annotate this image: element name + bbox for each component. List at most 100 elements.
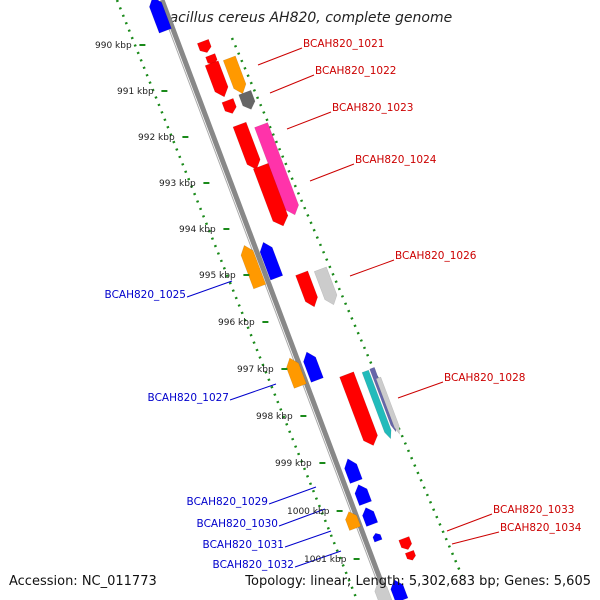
gene-label-BCAH820_1027[interactable]: BCAH820_1027: [148, 392, 229, 404]
gene-1027b[interactable]: [301, 350, 324, 383]
ruler-label-2: 991 kbp: [117, 87, 154, 97]
leader-BCAH820_1031: [284, 530, 332, 548]
gene-labels: BCAH820_1021 BCAH820_1022 BCAH820_1023 BCAH…: [105, 38, 582, 571]
gene-1026a-shape: [295, 270, 318, 308]
ruler-label-1: 990 kbp: [95, 41, 132, 51]
ruler-label-11: 1000 kbp: [287, 507, 330, 517]
leader-BCAH820_1029: [268, 486, 317, 505]
gene-1033-shape: [398, 536, 413, 550]
gene-1032[interactable]: [372, 532, 383, 543]
leader-BCAH820_1033: [446, 513, 493, 532]
gene-1028d-shape: [375, 376, 400, 435]
gene-1026b-shape: [313, 266, 338, 306]
gene-1024b-shape: [252, 162, 289, 227]
gene-1023b-shape: [232, 121, 261, 170]
gene-1034[interactable]: [404, 549, 417, 562]
gene-1023a-shape: [221, 98, 237, 114]
gene-1033[interactable]: [398, 536, 414, 551]
gene-1024a[interactable]: [254, 122, 302, 218]
gene-1023a[interactable]: [221, 98, 238, 115]
gene-1034-shape: [404, 549, 416, 561]
gene-1027a[interactable]: [284, 356, 307, 389]
gene-bottom-grey-shape: [374, 581, 393, 600]
leader-BCAH820_1026: [349, 259, 395, 277]
gene-1025b-shape: [259, 241, 284, 281]
ruler-line-outer-right: [230, 37, 464, 577]
gene-label-BCAH820_1025[interactable]: BCAH820_1025: [105, 289, 186, 301]
gene-label-BCAH820_1031[interactable]: BCAH820_1031: [203, 539, 284, 551]
ruler-label-7: 996 kbp: [218, 318, 255, 328]
gene-1026a[interactable]: [295, 270, 321, 309]
gene-1028d[interactable]: [375, 376, 402, 435]
gene-1022-shape: [222, 55, 247, 95]
leader-BCAH820_1028: [397, 381, 444, 399]
gene-label-BCAH820_1021[interactable]: BCAH820_1021: [303, 38, 384, 50]
gene-1029-shape: [344, 458, 363, 484]
gene-1025a-shape: [240, 245, 267, 290]
leader-BCAH820_1032: [294, 550, 342, 568]
ruler-label-10: 999 kbp: [275, 459, 312, 469]
genome-axis: [157, 0, 391, 600]
gene-1031a[interactable]: [343, 509, 362, 531]
gene-1024b[interactable]: [252, 162, 291, 229]
gene-1028b[interactable]: [361, 369, 394, 440]
gene-1030[interactable]: [352, 482, 372, 506]
ruler-label-8: 997 kbp: [237, 365, 274, 375]
gene-label-BCAH820_1026[interactable]: BCAH820_1026: [395, 250, 477, 262]
gene-bottom-grey[interactable]: [372, 579, 393, 600]
ruler-label-9: 998 kbp: [256, 412, 293, 422]
gene-1028a-shape: [339, 371, 378, 446]
gene-1031b-shape: [362, 507, 379, 527]
gene-1021a-shape: [196, 38, 212, 53]
gene-1021c[interactable]: [204, 60, 231, 100]
gene-1027b-shape: [303, 351, 324, 383]
leader-BCAH820_1034: [451, 531, 500, 545]
gene-label-BCAH820_1029[interactable]: BCAH820_1029: [187, 496, 268, 508]
gene-label-BCAH820_1033[interactable]: BCAH820_1033: [493, 504, 574, 516]
gene-1022[interactable]: [222, 55, 249, 96]
gene-1024a-shape: [254, 122, 299, 216]
gene-features: [147, 0, 417, 600]
gene-label-BCAH820_1023[interactable]: BCAH820_1023: [332, 102, 413, 114]
gene-top-blue[interactable]: [147, 0, 172, 34]
gene-1021a[interactable]: [196, 38, 212, 54]
gene-1023b[interactable]: [232, 121, 263, 172]
gene-bottom-blue[interactable]: [388, 577, 409, 600]
leader-BCAH820_1022: [269, 74, 315, 94]
genome-axis-line: [159, 0, 391, 600]
gene-label-BCAH820_1024[interactable]: BCAH820_1024: [355, 154, 437, 166]
gene-1026b[interactable]: [313, 266, 340, 307]
gene-1022b[interactable]: [238, 89, 258, 111]
gene-1027a-shape: [286, 357, 307, 389]
ruler-label-12: 1001 kbp: [304, 555, 347, 565]
ruler-lines: [115, 0, 464, 600]
genome-axis-shadow: [157, 0, 385, 600]
label-leaders: [186, 47, 500, 568]
gene-1031b[interactable]: [360, 505, 379, 527]
gene-label-BCAH820_1030[interactable]: BCAH820_1030: [197, 518, 278, 530]
gene-top-blue-shape: [149, 0, 172, 34]
leader-BCAH820_1023: [286, 111, 332, 130]
leader-BCAH820_1024: [309, 163, 355, 182]
gene-label-BCAH820_1022[interactable]: BCAH820_1022: [315, 65, 396, 77]
gene-1030-shape: [354, 484, 372, 506]
gene-label-BCAH820_1032[interactable]: BCAH820_1032: [213, 559, 294, 571]
gene-label-BCAH820_1034[interactable]: BCAH820_1034: [500, 522, 582, 534]
gene-1028b-shape: [361, 369, 392, 440]
gene-1031a-shape: [345, 511, 362, 531]
ruler-tick-labels: 990 kbp 991 kbp 992 kbp 993 kbp 994 kbp 995 k…: [95, 41, 360, 565]
accession-text: Accession: NC_011773: [9, 574, 157, 589]
gene-1025b[interactable]: [257, 240, 284, 281]
genome-summary: Topology: linear; Length: 5,302,683 bp; …: [245, 574, 591, 589]
leader-BCAH820_1027: [229, 383, 277, 401]
gene-1028a[interactable]: [339, 371, 381, 448]
gene-1022b-shape: [238, 89, 256, 110]
gene-1025a[interactable]: [238, 243, 267, 290]
gene-label-BCAH820_1028[interactable]: BCAH820_1028: [444, 372, 525, 384]
leader-BCAH820_1021: [257, 47, 303, 66]
gene-bottom-blue-shape: [390, 579, 409, 600]
genome-title: Bacillus cereus AH820, complete genome: [160, 10, 453, 26]
gene-1021c-shape: [204, 60, 229, 98]
gene-1029[interactable]: [342, 456, 363, 484]
